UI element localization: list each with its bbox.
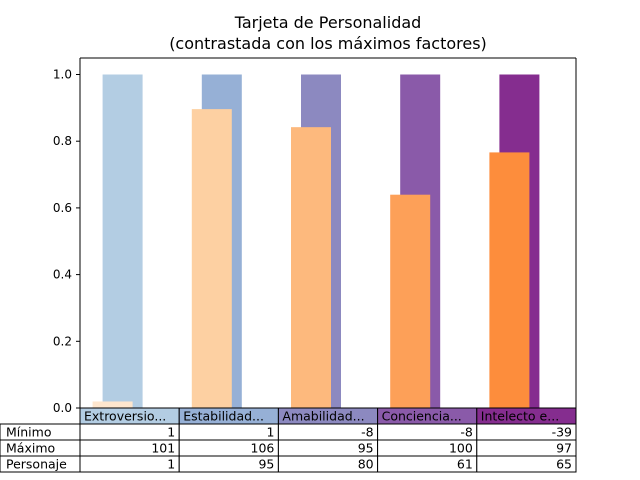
table-cell-0-1 (178, 423, 279, 441)
table-value-1-2: 95 (358, 441, 374, 456)
table-value-0-2: -8 (361, 425, 374, 440)
y-tick-label-0: 0.0 (53, 401, 72, 415)
table-value-2-0: 1 (167, 457, 175, 472)
table-value-0-3: -8 (460, 425, 473, 440)
table-value-2-2: 80 (358, 457, 374, 472)
table-row-label-1: Máximo (6, 441, 55, 456)
data-table: Extroversio... Estabilidad... Amabilidad..… (0, 407, 577, 473)
table-value-0-4: -39 (552, 425, 572, 440)
table-value-0-1: 1 (266, 425, 274, 440)
table-header-label-3: Conciencia... (382, 409, 462, 424)
y-tick-label-1: 0.2 (53, 334, 72, 348)
y-tick-label-4: 0.8 (53, 134, 72, 148)
bar-personaje-1 (191, 109, 232, 408)
table-value-2-3: 61 (457, 457, 473, 472)
table-value-1-4: 97 (556, 441, 572, 456)
chart-title-line-1: Tarjeta de Personalidad (234, 13, 422, 32)
bar-personaje-3 (390, 194, 431, 408)
table-value-1-1: 106 (251, 441, 275, 456)
table-value-2-4: 65 (556, 457, 572, 472)
y-tick-label-5: 1.0 (53, 68, 72, 82)
table-header-label-1: Estabilidad... (183, 409, 264, 424)
table-header-label-2: Amabilidad... (282, 409, 364, 424)
y-tick-label-3: 0.6 (53, 201, 72, 215)
y-tick-label-2: 0.4 (53, 268, 72, 282)
table-row-label-0: Mínimo (6, 425, 51, 440)
chart-title-line-2: (contrastada con los máximos factores) (169, 34, 487, 53)
table-value-1-3: 100 (449, 441, 473, 456)
bars-group (92, 74, 540, 408)
table-header-label-0: Extroversio... (84, 409, 166, 424)
bar-max-0 (102, 74, 143, 408)
table-cell-0-0 (79, 423, 180, 441)
table-value-2-1: 95 (258, 457, 274, 472)
table-header-label-4: Intelecto e... (481, 409, 559, 424)
table-cell-2-0 (79, 455, 180, 473)
bar-personaje-4 (489, 152, 530, 408)
table-value-0-0: 1 (167, 425, 175, 440)
bar-personaje-0 (92, 401, 133, 408)
table-cell-2-4 (476, 455, 577, 473)
axes-group: 0.0 0.2 0.4 0.6 0.8 1.0 (53, 57, 577, 415)
table-row-label-2: Personaje (6, 457, 67, 472)
bar-personaje-2 (291, 127, 331, 408)
table-value-1-0: 101 (151, 441, 175, 456)
